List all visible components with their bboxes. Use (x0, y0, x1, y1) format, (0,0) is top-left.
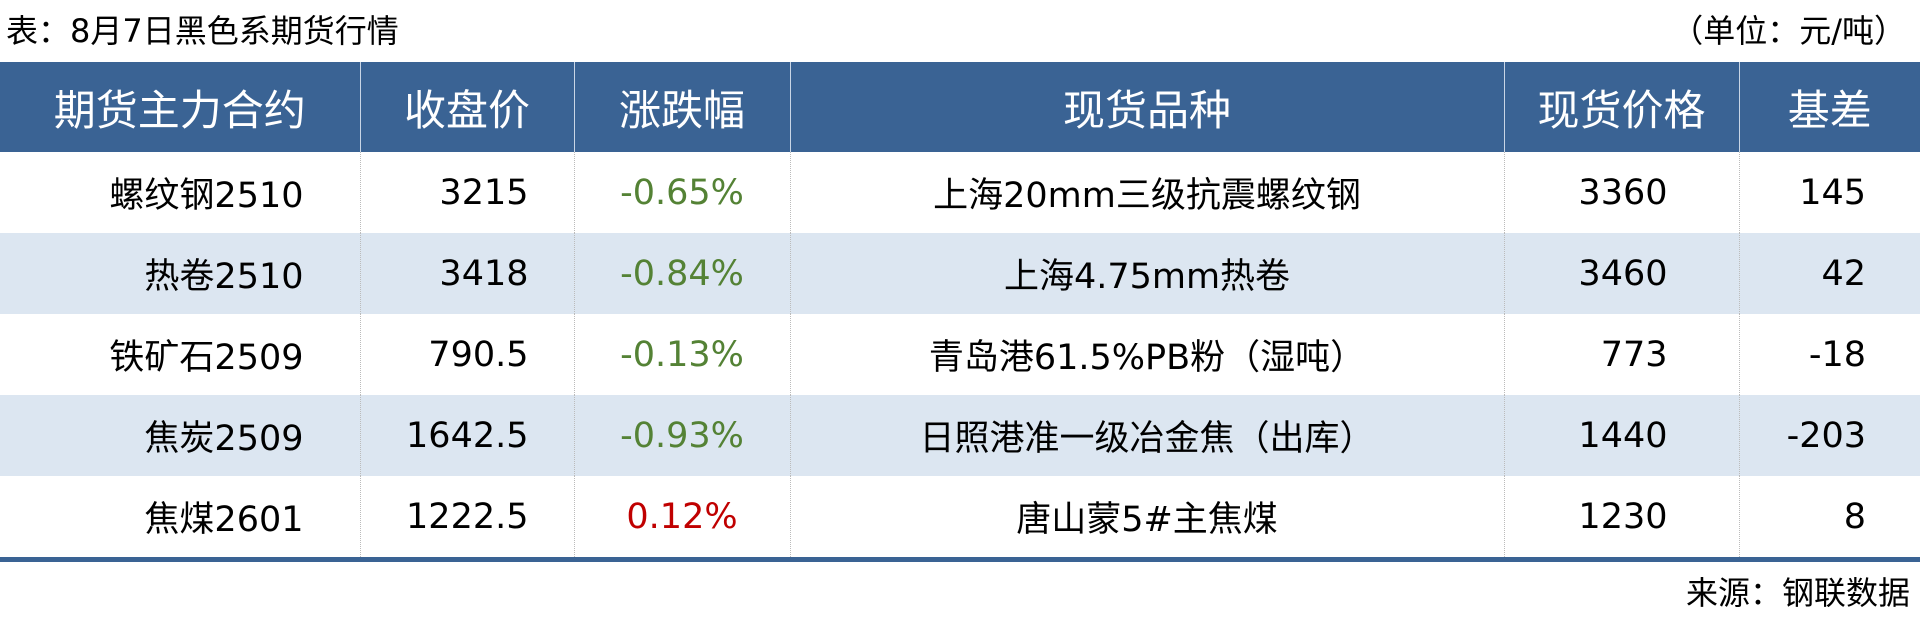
cell-basis: -203 (1738, 395, 1920, 476)
header-spot: 现货品种 (789, 62, 1504, 152)
cell-basis: -18 (1738, 314, 1920, 395)
table-row: 焦煤2601 1222.5 0.12% 唐山蒙5#主焦煤 1230 8 (0, 476, 1920, 562)
cell-close: 790.5 (359, 314, 574, 395)
header-basis: 基差 (1738, 62, 1920, 152)
cell-change: -0.93% (573, 395, 790, 476)
cell-close: 3215 (359, 152, 574, 233)
cell-change: -0.84% (573, 233, 790, 314)
cell-spot-price: 1440 (1503, 395, 1739, 476)
cell-spot-price: 3460 (1503, 233, 1739, 314)
cell-spot: 唐山蒙5#主焦煤 (789, 476, 1504, 562)
cell-contract: 热卷2510 (0, 233, 360, 314)
cell-spot-price: 3360 (1503, 152, 1739, 233)
cell-spot: 上海20mm三级抗震螺纹钢 (789, 152, 1504, 233)
futures-table: 期货主力合约 收盘价 涨跌幅 现货品种 现货价格 基差 螺纹钢2510 3215-… (0, 62, 1920, 562)
header-spot-price: 现货价格 (1503, 62, 1739, 152)
cell-basis: 8 (1738, 476, 1920, 562)
header-contract: 期货主力合约 (0, 62, 360, 152)
cell-change: -0.13% (573, 314, 790, 395)
cell-spot: 上海4.75mm热卷 (789, 233, 1504, 314)
cell-close: 1222.5 (359, 476, 574, 562)
cell-close: 1642.5 (359, 395, 574, 476)
cell-spot: 青岛港61.5%PB粉（湿吨） (789, 314, 1504, 395)
cell-basis: 145 (1738, 152, 1920, 233)
cell-spot-price: 773 (1503, 314, 1739, 395)
cell-close: 3418 (359, 233, 574, 314)
cell-basis: 42 (1738, 233, 1920, 314)
table-row: 热卷2510 3418 -0.84% 上海4.75mm热卷 3460 42 (0, 233, 1920, 314)
cell-contract: 焦煤2601 (0, 476, 360, 562)
cell-change: 0.12% (573, 476, 790, 562)
table-title: 表：8月7日黑色系期货行情 (6, 12, 399, 50)
cell-spot: 日照港准一级冶金焦（出库） (789, 395, 1504, 476)
header-close: 收盘价 (359, 62, 574, 152)
source-note: 来源：钢联数据 (1685, 574, 1910, 612)
cell-contract: 焦炭2509 (0, 395, 360, 476)
header-change: 涨跌幅 (573, 62, 790, 152)
cell-spot-price: 1230 (1503, 476, 1739, 562)
cell-contract: 铁矿石2509 (109, 338, 304, 378)
cell-contract: 螺纹钢2510 (109, 176, 304, 216)
cell-change: -0.65% (573, 152, 790, 233)
table-row: 铁矿石2509 790.5 -0.13% 青岛港61.5%PB粉（湿吨） 773 -18 (0, 314, 1920, 395)
table-row: 焦炭2509 1642.5 -0.93% 日照港准一级冶金焦（出库） 1440 -203 (0, 395, 1920, 476)
unit-label: （单位：元/吨） (1671, 12, 1906, 50)
table-row: 螺纹钢2510 3215 -0.65% 上海20mm三级抗震螺纹钢 3360 145 (0, 152, 1920, 233)
